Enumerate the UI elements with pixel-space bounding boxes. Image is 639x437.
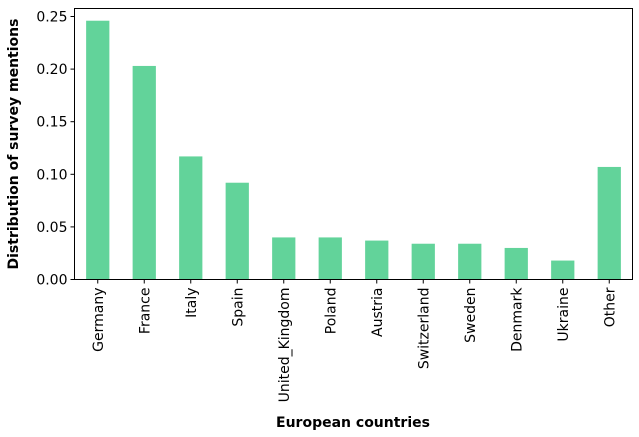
plot-frame	[74, 8, 633, 280]
bar-denmark	[504, 247, 528, 280]
y-tick-label: 0.25	[36, 10, 67, 26]
x-axis-title: European countries	[276, 415, 430, 431]
bars-group	[86, 20, 621, 280]
y-tick-label: 0.10	[36, 167, 67, 183]
bar-other	[597, 166, 621, 280]
x-tick-label: Austria	[370, 288, 386, 337]
bar-ukraine	[551, 260, 575, 280]
x-tick-label: Italy	[184, 288, 200, 318]
x-tick-label: Switzerland	[416, 288, 432, 370]
bar-austria	[365, 240, 389, 280]
y-tick-label: 0.05	[36, 220, 67, 236]
bar-switzerland	[411, 243, 435, 280]
x-tick-label: Poland	[323, 288, 339, 335]
bar-italy	[179, 156, 203, 280]
x-tick-label: France	[137, 288, 153, 335]
y-axis-title: Distribution of survey mentions	[6, 19, 22, 270]
x-tick-label: United_Kingdom	[277, 288, 293, 403]
bar-united-kingdom	[272, 237, 296, 280]
x-tick-label: Sweden	[463, 288, 479, 343]
y-tick-label: 0.15	[36, 115, 67, 131]
bar-spain	[225, 182, 249, 280]
x-tick-label: Ukraine	[556, 288, 572, 342]
x-tick-label: Spain	[230, 288, 246, 327]
bar-poland	[318, 237, 342, 280]
x-tick-label: Other	[602, 287, 618, 327]
x-tick-label: Germany	[91, 288, 107, 352]
x-tick-label: Denmark	[509, 287, 525, 352]
y-tick-label: 0.00	[36, 273, 67, 289]
bar-france	[132, 65, 156, 280]
bar-sweden	[458, 243, 482, 280]
y-tick-label: 0.20	[36, 62, 67, 78]
y-axis-ticks: 0.00 0.05 0.10 0.15 0.20 0.25	[36, 10, 75, 289]
bar-germany	[86, 20, 110, 280]
x-axis-ticks: Germany France Italy Spain United_Kingdom Pol…	[91, 279, 618, 403]
